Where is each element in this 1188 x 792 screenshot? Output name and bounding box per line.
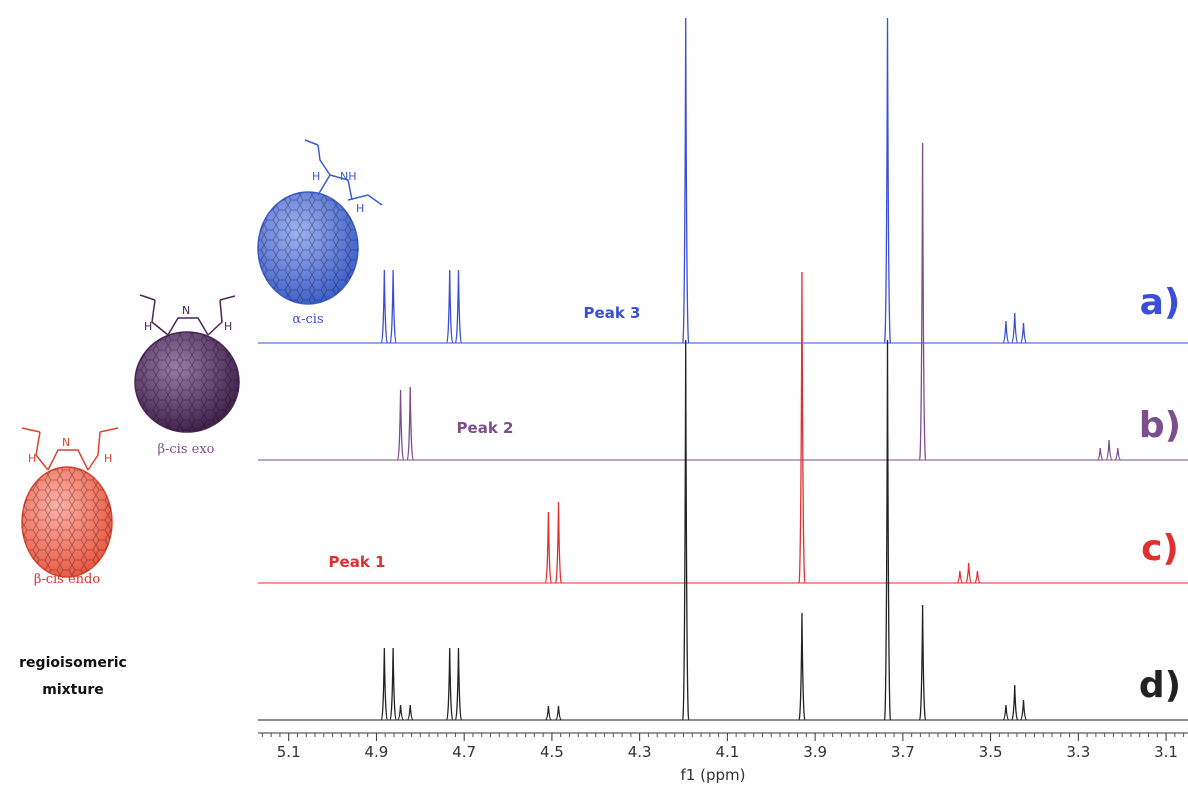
svg-text:H: H — [104, 452, 112, 465]
svg-text:H: H — [224, 320, 232, 333]
peak — [798, 271, 806, 584]
x-tick-label: 5.1 — [277, 743, 301, 761]
peak — [1114, 447, 1122, 461]
peak — [883, 339, 892, 721]
svg-text:H: H — [312, 170, 320, 183]
peak — [883, 17, 892, 344]
trace-label: b) — [1139, 405, 1181, 446]
x-tick-label: 3.9 — [803, 743, 827, 761]
mixture-label: regioisomeric mixture — [19, 655, 127, 698]
peak — [974, 570, 981, 584]
peak — [454, 647, 463, 721]
svg-text:H: H — [144, 320, 152, 333]
x-tick-label: 3.5 — [979, 743, 1003, 761]
peak — [446, 647, 454, 721]
x-tick-label: 4.7 — [452, 743, 476, 761]
peak — [682, 17, 690, 344]
peak — [1002, 320, 1010, 344]
peak — [1011, 684, 1019, 721]
x-tick-label: 4.3 — [628, 743, 652, 761]
x-tick-label: 3.3 — [1066, 743, 1090, 761]
peak — [389, 647, 397, 721]
x-axis-title: f1 (ppm) — [681, 766, 746, 784]
peak — [1002, 704, 1010, 721]
peak — [1097, 447, 1104, 461]
peak — [406, 386, 414, 461]
peak — [965, 562, 973, 584]
peak — [396, 389, 405, 461]
trace-label: c) — [1141, 528, 1179, 569]
x-tick-label: 4.5 — [540, 743, 564, 761]
peak — [956, 570, 964, 584]
peak — [918, 604, 927, 721]
peak — [389, 269, 397, 344]
peak-annotation: Peak 1 — [329, 553, 386, 571]
structure-label: β-cis endo — [33, 572, 101, 587]
peak — [554, 501, 563, 584]
peak — [380, 647, 388, 721]
structure-label: β-cis exo — [157, 442, 215, 457]
svg-text:H: H — [28, 452, 36, 465]
molecule-alpha-cis: H NH H — [257, 139, 383, 305]
svg-text:H: H — [356, 202, 364, 215]
peak — [682, 339, 690, 721]
structure-label: α-cis — [292, 312, 324, 327]
svg-text:NH: NH — [340, 170, 357, 183]
svg-text:N: N — [182, 304, 190, 317]
peak — [555, 705, 562, 721]
peak — [397, 704, 404, 721]
peak — [798, 612, 806, 721]
peak — [1020, 699, 1027, 721]
x-tick-label: 4.1 — [715, 743, 739, 761]
molecule-beta-cis-exo: N H H — [134, 294, 240, 433]
peak — [1011, 312, 1019, 344]
trace-label: d) — [1139, 665, 1181, 706]
peak-annotation: Peak 2 — [457, 419, 514, 437]
peak — [454, 269, 463, 344]
molecule-beta-cis-endo: N H H — [21, 427, 119, 578]
peak — [1020, 322, 1027, 344]
peak — [544, 511, 553, 584]
peak — [380, 269, 388, 344]
peak — [545, 705, 552, 721]
peak-annotation: Peak 3 — [584, 304, 641, 322]
peak — [1105, 439, 1113, 461]
svg-text:N: N — [62, 436, 70, 449]
trace-label: a) — [1140, 282, 1181, 323]
peak — [446, 269, 454, 344]
peak — [918, 142, 927, 461]
x-tick-label: 4.9 — [365, 743, 389, 761]
peak — [406, 704, 414, 721]
x-tick-label: 3.1 — [1154, 743, 1178, 761]
x-tick-label: 3.7 — [891, 743, 915, 761]
